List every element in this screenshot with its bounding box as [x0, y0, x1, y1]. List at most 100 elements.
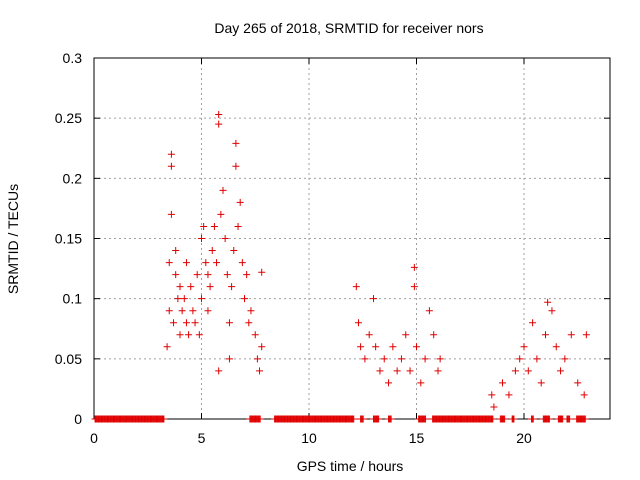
data-point	[524, 367, 532, 375]
data-point	[195, 331, 203, 339]
data-point	[225, 355, 233, 363]
data-point	[413, 343, 420, 351]
data-point	[210, 222, 218, 230]
data-point	[385, 379, 393, 387]
x-tick-label: 5	[198, 430, 206, 446]
data-point	[533, 355, 541, 363]
y-tick-label: 0.05	[55, 351, 82, 367]
data-point	[354, 319, 362, 327]
data-point	[582, 331, 590, 339]
data-point-zero	[566, 415, 574, 423]
data-point	[178, 307, 186, 315]
data-point	[361, 355, 369, 363]
data-point	[251, 331, 259, 339]
data-point	[200, 222, 208, 230]
data-point	[204, 271, 212, 279]
data-point	[191, 319, 199, 327]
data-point	[488, 391, 496, 399]
y-tick-label: 0	[74, 411, 82, 427]
data-point	[557, 367, 565, 375]
data-point	[202, 259, 210, 267]
data-point	[365, 331, 373, 339]
data-point	[189, 307, 197, 315]
data-point	[505, 391, 513, 399]
data-point	[208, 247, 216, 255]
data-point	[198, 235, 205, 242]
y-tick-label: 0.25	[55, 110, 82, 126]
data-point	[574, 379, 582, 387]
data-point	[193, 271, 201, 279]
data-point-zero	[489, 415, 497, 423]
x-tick-label: 0	[90, 430, 98, 446]
data-point-zero	[350, 415, 358, 423]
data-point	[410, 263, 418, 271]
data-point	[410, 283, 418, 291]
data-point	[204, 307, 212, 315]
data-point	[552, 343, 560, 351]
data-point	[232, 139, 240, 147]
data-point	[215, 367, 223, 375]
data-point	[182, 319, 190, 327]
data-point	[236, 198, 244, 206]
data-point	[544, 298, 552, 306]
data-point	[516, 355, 524, 363]
data-point-zero	[501, 415, 509, 423]
data-point	[537, 379, 545, 387]
x-tick-label: 15	[409, 430, 425, 446]
data-point-zero	[160, 415, 168, 423]
axis-ticks: 0 5 10 15 20 0 0.05 0.1 0.15 0.2 0.25 0.3	[55, 50, 610, 446]
data-point	[182, 259, 190, 267]
data-point	[163, 343, 171, 351]
data-point	[198, 295, 205, 303]
data-point-zero	[510, 415, 518, 423]
data-point	[529, 319, 537, 327]
data-point	[215, 120, 223, 128]
data-point	[389, 343, 397, 351]
data-point-zero	[545, 415, 553, 423]
data-point	[167, 150, 175, 158]
data-point	[548, 307, 556, 315]
data-point-zero	[581, 415, 589, 423]
data-point	[397, 355, 405, 363]
data-point	[167, 162, 175, 170]
data-point	[561, 355, 569, 363]
data-point	[406, 367, 414, 375]
data-point	[380, 355, 388, 363]
x-tick-label: 20	[516, 430, 532, 446]
data-point	[567, 331, 575, 339]
y-tick-label: 0.15	[55, 231, 82, 247]
y-axis-label: SRMTID / TECUs	[5, 184, 21, 294]
data-point	[206, 283, 214, 291]
data-point	[520, 343, 528, 351]
data-point-zero	[359, 415, 367, 423]
data-point	[238, 259, 246, 267]
data-point	[243, 271, 251, 279]
data-point	[434, 367, 442, 375]
data-point-zero	[256, 415, 264, 423]
data-point	[170, 319, 178, 327]
data-point	[352, 283, 360, 291]
data-point	[258, 343, 266, 351]
data-point-zero	[422, 415, 430, 423]
data-point	[221, 235, 229, 242]
data-point-zero	[529, 415, 537, 423]
data-point	[258, 268, 266, 276]
data-point	[215, 111, 223, 119]
chart-title: Day 265 of 2018, SRMTID for receiver nor…	[214, 20, 483, 36]
data-point	[245, 319, 253, 327]
data-point	[176, 331, 184, 339]
data-point-zero	[387, 415, 395, 423]
plot-frame	[93, 57, 611, 420]
x-tick-label: 10	[301, 430, 317, 446]
data-point	[217, 210, 225, 218]
data-points	[91, 111, 590, 423]
data-point	[172, 247, 180, 255]
data-point	[247, 307, 255, 315]
data-point	[421, 355, 429, 363]
data-point	[499, 379, 506, 387]
data-point	[542, 331, 549, 339]
data-point	[234, 222, 242, 230]
data-point	[185, 331, 193, 339]
